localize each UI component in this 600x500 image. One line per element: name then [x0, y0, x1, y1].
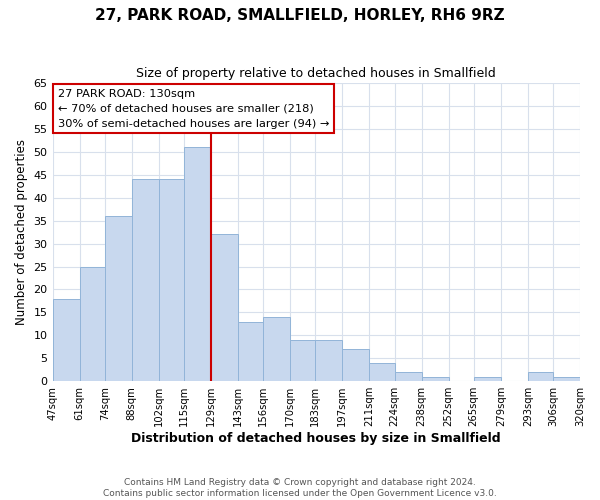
Bar: [370, 363, 395, 381]
Bar: [132, 180, 159, 381]
Bar: [528, 372, 553, 381]
Text: Contains HM Land Registry data © Crown copyright and database right 2024.
Contai: Contains HM Land Registry data © Crown c…: [103, 478, 497, 498]
Bar: [474, 376, 501, 381]
Bar: [553, 376, 580, 381]
Y-axis label: Number of detached properties: Number of detached properties: [15, 139, 28, 325]
Bar: [184, 148, 211, 381]
X-axis label: Distribution of detached houses by size in Smallfield: Distribution of detached houses by size …: [131, 432, 501, 445]
Bar: [211, 234, 238, 381]
Bar: [316, 340, 343, 381]
Bar: [80, 266, 105, 381]
Bar: [290, 340, 316, 381]
Text: 27 PARK ROAD: 130sqm
← 70% of detached houses are smaller (218)
30% of semi-deta: 27 PARK ROAD: 130sqm ← 70% of detached h…: [58, 89, 329, 128]
Bar: [53, 298, 80, 381]
Bar: [395, 372, 422, 381]
Title: Size of property relative to detached houses in Smallfield: Size of property relative to detached ho…: [136, 68, 496, 80]
Bar: [422, 376, 449, 381]
Bar: [343, 349, 370, 381]
Bar: [105, 216, 132, 381]
Bar: [159, 180, 184, 381]
Bar: [263, 317, 290, 381]
Text: 27, PARK ROAD, SMALLFIELD, HORLEY, RH6 9RZ: 27, PARK ROAD, SMALLFIELD, HORLEY, RH6 9…: [95, 8, 505, 22]
Bar: [238, 322, 263, 381]
